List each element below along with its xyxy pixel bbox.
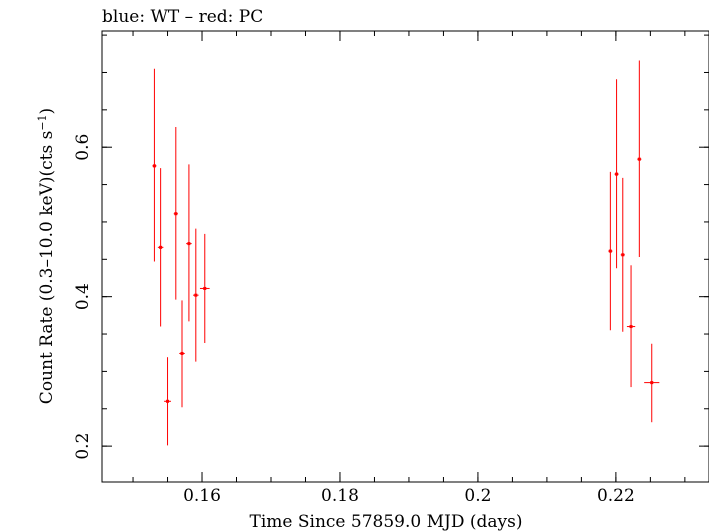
point-marker <box>166 399 170 403</box>
data-point-pc <box>644 343 660 423</box>
point-marker <box>174 212 178 216</box>
point-marker <box>621 253 625 257</box>
data-point-pc <box>620 177 625 332</box>
data-point-pc <box>179 300 185 408</box>
data-point-pc <box>157 168 164 327</box>
y-axis-label: Count Rate (0.3–10.0 keV)(cts s−1) <box>36 108 57 404</box>
point-marker <box>180 351 184 355</box>
axis-tick-labels: 0.16 0.18 0.2 0.22 0.2 0.4 0.6 <box>73 134 635 506</box>
data-point-pc <box>608 171 613 331</box>
point-marker <box>152 164 156 168</box>
x-tick-label: 0.16 <box>183 486 221 506</box>
chart-title: blue: WT – red: PC <box>102 7 263 27</box>
point-marker <box>194 293 198 297</box>
x-axis-label: Time Since 57859.0 MJD (days) <box>250 512 523 532</box>
axis-ticks <box>102 31 709 482</box>
y-tick-label: 0.4 <box>73 283 93 310</box>
x-tick-label: 0.18 <box>321 486 359 506</box>
x-tick-label: 0.2 <box>464 486 491 506</box>
data-point-pc <box>164 357 171 446</box>
point-marker <box>203 286 207 290</box>
data-point-pc <box>626 265 636 388</box>
plot-frame <box>101 30 709 483</box>
data-points <box>152 60 660 446</box>
point-marker <box>187 242 191 246</box>
y-axis-label-main: Count Rate (0.3–10.0 keV)(cts s <box>37 131 57 405</box>
point-marker <box>650 381 654 385</box>
y-tick-label: 0.6 <box>73 134 93 161</box>
data-point-pc <box>614 79 619 269</box>
y-axis-label-superscript: −1 <box>36 114 49 130</box>
y-tick-label: 0.2 <box>73 433 93 460</box>
data-point-pc <box>186 164 192 322</box>
x-tick-label: 0.22 <box>597 486 635 506</box>
data-point-pc <box>199 233 210 344</box>
data-point-pc <box>173 127 178 300</box>
data-point-pc <box>637 60 642 258</box>
point-marker <box>608 249 612 253</box>
y-axis-label-tail: ) <box>37 108 57 115</box>
point-marker <box>615 172 619 176</box>
point-marker <box>637 157 641 161</box>
data-point-pc <box>193 228 199 362</box>
point-marker <box>629 325 633 329</box>
data-point-pc <box>152 68 157 262</box>
point-marker <box>159 245 163 249</box>
